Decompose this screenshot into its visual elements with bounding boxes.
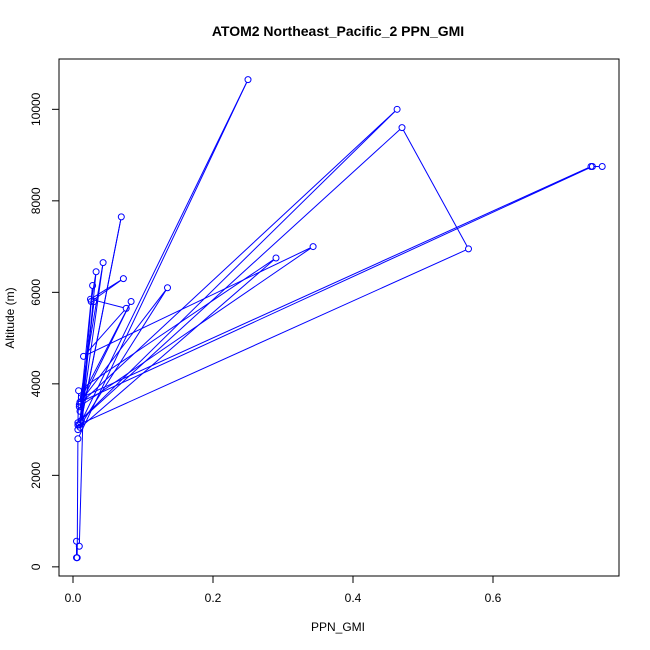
- data-point: [89, 281, 97, 289]
- y-tick-label: 10000: [29, 92, 43, 126]
- data-point: [76, 398, 84, 406]
- series-segment: [79, 288, 93, 409]
- data-point: [587, 163, 595, 171]
- y-axis: 0 2000 4000 6000 8000 10000: [29, 92, 60, 570]
- data-point: [75, 421, 83, 429]
- x-tick-label: 0.4: [345, 591, 362, 605]
- x-tick-label: 0.2: [205, 591, 222, 605]
- data-point: [164, 284, 171, 292]
- series-layer: [73, 76, 606, 562]
- data-point: [393, 105, 401, 113]
- x-axis: 0.0 0.2 0.4 0.6: [65, 575, 502, 605]
- y-tick-label: 0: [29, 563, 43, 570]
- series-segment: [80, 303, 131, 405]
- series-segment: [85, 310, 125, 355]
- series-segment: [81, 247, 311, 406]
- data-point: [117, 213, 125, 221]
- chart-title: ATOM2 Northeast_Pacific_2 PPN_GMI: [212, 23, 464, 39]
- data-point: [74, 426, 82, 434]
- data-point: [87, 297, 95, 305]
- data-point: [90, 297, 98, 305]
- series-segment: [79, 259, 275, 429]
- data-point: [75, 542, 83, 550]
- series-segment: [85, 247, 311, 356]
- x-tick-label: 0.0: [65, 591, 82, 605]
- series-segment: [93, 279, 122, 301]
- data-point: [127, 297, 135, 305]
- data-point: [598, 163, 606, 171]
- data-point: [75, 387, 83, 395]
- series-segment: [79, 129, 401, 422]
- series-segment: [93, 299, 124, 309]
- data-point: [99, 259, 107, 267]
- y-tick-label: 2000: [29, 462, 43, 489]
- data-point: [77, 394, 85, 402]
- data-point: [122, 304, 130, 312]
- series-segment: [82, 167, 590, 402]
- data-point: [73, 554, 81, 562]
- data-point: [244, 76, 252, 84]
- y-tick-label: 4000: [29, 370, 43, 397]
- data-point: [465, 245, 472, 253]
- data-point: [80, 352, 87, 360]
- series-segment: [79, 111, 396, 421]
- data-point: [398, 124, 406, 132]
- y-tick-label: 8000: [29, 187, 43, 214]
- series-segment: [80, 249, 466, 425]
- series-segment: [81, 289, 167, 401]
- series-segment: [76, 441, 79, 555]
- data-point: [75, 403, 83, 411]
- series-segment: [78, 400, 84, 544]
- data-point: [76, 407, 84, 415]
- y-tick-label: 6000: [29, 279, 43, 306]
- data-point: [119, 275, 127, 283]
- data-point: [272, 254, 280, 262]
- y-axis-label: Altitude (m): [3, 287, 17, 348]
- data-point: [77, 416, 85, 424]
- x-axis-label: PPN_GMI: [311, 620, 365, 634]
- series-segment: [78, 82, 248, 437]
- data-point: [80, 394, 87, 402]
- data-point: [92, 268, 100, 276]
- series-segment: [403, 130, 468, 247]
- series-segment: [79, 290, 167, 428]
- series-segment: [83, 167, 589, 397]
- data-point: [309, 243, 317, 251]
- x-tick-label: 0.6: [485, 591, 502, 605]
- data-point: [74, 435, 82, 443]
